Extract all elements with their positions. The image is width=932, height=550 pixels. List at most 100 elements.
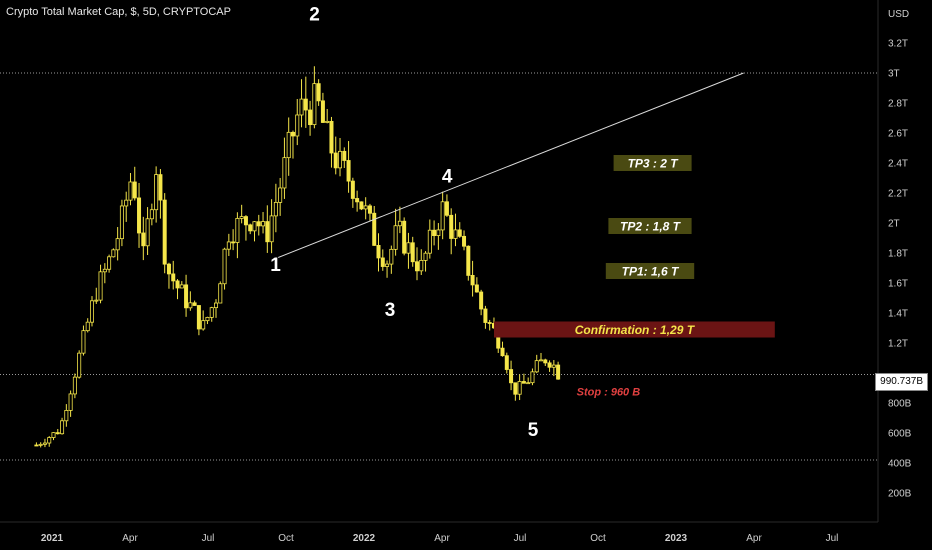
candle-body <box>530 371 535 384</box>
candle-body <box>543 359 548 364</box>
candle-body <box>462 235 467 247</box>
x-tick-label: Apr <box>746 533 762 544</box>
candle-body <box>440 201 445 231</box>
candle-body <box>308 109 313 126</box>
candle-body <box>359 201 364 210</box>
candle-body <box>380 257 385 267</box>
target-box[interactable] <box>605 263 695 279</box>
currency-label: USD <box>888 9 909 20</box>
candle-body <box>51 432 56 438</box>
candle-body <box>222 248 227 285</box>
candle-body <box>34 444 39 447</box>
candle-body <box>119 205 124 240</box>
candle-body <box>372 212 377 246</box>
candle-body <box>479 291 484 310</box>
candle-body <box>376 245 381 259</box>
candle-body <box>414 261 419 272</box>
y-tick-label: 2.6T <box>888 129 908 140</box>
candle-body <box>60 420 65 435</box>
target-box[interactable] <box>494 321 775 338</box>
x-tick-label: Apr <box>434 533 450 544</box>
y-tick-label: 400B <box>888 459 912 470</box>
candle-body <box>389 248 394 265</box>
candle-body <box>393 225 398 250</box>
candle-body <box>513 382 518 395</box>
candle-body <box>42 442 47 445</box>
candle-body <box>77 352 82 378</box>
target-box-label: TP2 : 1,8 T <box>620 220 682 234</box>
candle-body <box>427 229 432 254</box>
wave-label: 1 <box>270 255 281 276</box>
candle-body <box>184 284 189 309</box>
candle-body <box>55 432 60 435</box>
candle-body <box>107 256 112 270</box>
candle-body <box>312 83 317 126</box>
target-box-label: TP3 : 2 T <box>628 157 680 171</box>
wave-label: 3 <box>385 300 396 321</box>
candle-body <box>231 241 236 244</box>
candle-body <box>166 263 171 275</box>
trendline[interactable] <box>278 72 744 258</box>
candle-body <box>556 364 561 380</box>
x-tick-label: Oct <box>590 533 606 544</box>
candle-body <box>539 359 544 362</box>
candle-body <box>94 299 99 302</box>
candle-body <box>397 220 402 227</box>
candle-body <box>457 229 462 237</box>
candle-body <box>342 150 347 161</box>
x-tick-label: 2021 <box>41 533 64 544</box>
candle-body <box>521 381 526 384</box>
candle-body <box>483 308 488 323</box>
candle-body <box>265 221 270 243</box>
y-tick-label: 1.8T <box>888 249 908 260</box>
candle-body <box>444 201 449 216</box>
candle-body <box>453 229 458 239</box>
candle-body <box>406 242 411 254</box>
candle-body <box>449 214 454 239</box>
target-box[interactable] <box>608 218 692 234</box>
y-tick-label: 2.2T <box>888 189 908 200</box>
candle-body <box>128 181 133 201</box>
y-tick-label: 800B <box>888 399 912 410</box>
candle-body <box>286 131 291 159</box>
candle-body <box>124 199 129 207</box>
candle-body <box>355 198 360 203</box>
candle-body <box>282 157 287 189</box>
candle-body <box>295 114 300 137</box>
y-tick-label: 3.2T <box>888 39 908 50</box>
candle-body <box>141 232 146 247</box>
y-tick-label: 2.4T <box>888 159 908 170</box>
candle-body <box>290 131 295 137</box>
target-box-label: Confirmation : 1,29 T <box>575 323 696 337</box>
x-tick-label: Jul <box>826 533 839 544</box>
candle-body <box>466 245 471 276</box>
candle-body <box>81 330 86 354</box>
candle-body <box>64 410 69 422</box>
candle-body <box>149 209 154 220</box>
candle-body <box>367 205 372 214</box>
candle-body <box>68 393 73 411</box>
target-box-label: TP1: 1,6 T <box>622 265 680 279</box>
candle-body <box>89 300 94 323</box>
candle-body <box>547 362 552 368</box>
y-tick-label: 1.4T <box>888 309 908 320</box>
candle-body <box>410 242 415 263</box>
candle-body <box>474 284 479 293</box>
candle-body <box>363 205 368 210</box>
candle-body <box>338 150 343 169</box>
candle-body <box>72 376 77 395</box>
candle-body <box>209 307 214 318</box>
y-tick-label: 2.8T <box>888 99 908 110</box>
candle-body <box>273 201 278 217</box>
y-tick-label: 600B <box>888 429 912 440</box>
candle-body <box>175 280 180 289</box>
candle-body <box>504 355 509 370</box>
candle-body <box>350 180 355 199</box>
candle-body <box>158 174 163 201</box>
candle-body <box>192 302 197 306</box>
target-box[interactable] <box>613 155 692 171</box>
candle-body <box>47 437 52 444</box>
y-tick-label: 1.6T <box>888 279 908 290</box>
x-tick-label: 2023 <box>665 533 688 544</box>
